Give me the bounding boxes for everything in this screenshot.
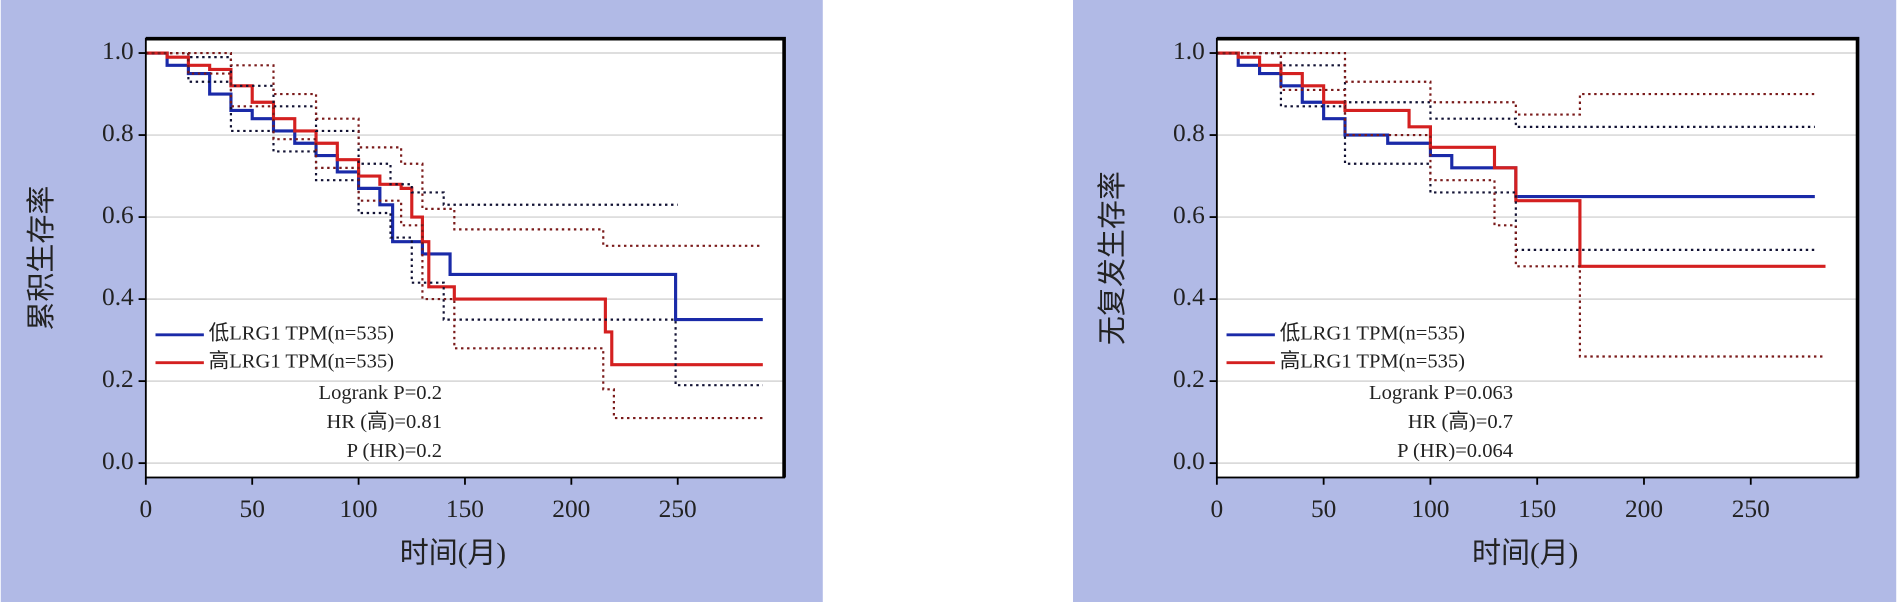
y-tick-label: 0.2 xyxy=(102,365,134,393)
annotation: HR (高)=0.81 xyxy=(327,410,442,433)
y-tick-label: 0.4 xyxy=(102,283,134,311)
y-tick-label: 0.4 xyxy=(1173,283,1205,311)
plot-area xyxy=(1216,38,1858,478)
y-tick-label: 0.2 xyxy=(1173,365,1205,393)
x-axis-label: 时间(月) xyxy=(400,537,506,570)
annotation: P (HR)=0.064 xyxy=(1397,440,1513,462)
x-tick-label: 100 xyxy=(340,495,378,523)
y-tick-label: 1.0 xyxy=(102,37,134,65)
y-tick-label: 0.8 xyxy=(1173,119,1205,147)
confidence-line xyxy=(145,51,763,420)
legend-label: 高LRG1 TPM(n=535) xyxy=(209,349,394,372)
x-tick-label: 50 xyxy=(240,495,265,523)
frame-shadow xyxy=(145,36,786,478)
legend-label: 高LRG1 TPM(n=535) xyxy=(1280,349,1465,372)
x-tick-label: 50 xyxy=(1311,495,1336,523)
x-tick-label: 250 xyxy=(659,495,697,523)
y-tick-label: 0.6 xyxy=(102,201,134,229)
survival-line xyxy=(145,51,763,367)
y-tick-label: 0.6 xyxy=(1173,201,1205,229)
y-tick-label: 0.0 xyxy=(1173,447,1205,475)
annotation: HR (高)=0.7 xyxy=(1408,410,1513,433)
y-tick-label: 0.8 xyxy=(102,119,134,147)
x-axis-label: 时间(月) xyxy=(1472,537,1578,570)
x-tick-label: 150 xyxy=(1518,495,1556,523)
annotation: Logrank P=0.063 xyxy=(1369,382,1513,404)
y-axis-label: 无复发生存率 xyxy=(1096,171,1129,345)
plot-area xyxy=(145,38,785,478)
x-tick-label: 100 xyxy=(1411,495,1449,523)
confidence-line xyxy=(1216,51,1815,116)
confidence-line xyxy=(1216,51,1815,128)
x-tick-label: 200 xyxy=(1625,495,1663,523)
y-tick-label: 0.0 xyxy=(102,447,134,475)
y-tick-label: 1.0 xyxy=(1173,37,1205,65)
survival-line xyxy=(1216,51,1826,268)
legend-label: 低LRG1 TPM(n=535) xyxy=(209,322,394,345)
annotation: Logrank P=0.2 xyxy=(319,382,442,404)
x-tick-label: 250 xyxy=(1732,495,1770,523)
legend-label: 低LRG1 TPM(n=535) xyxy=(1280,322,1465,345)
x-tick-label: 150 xyxy=(446,495,484,523)
y-axis-label: 累积生存率 xyxy=(25,186,58,331)
x-tick-label: 0 xyxy=(1211,495,1224,523)
confidence-line xyxy=(145,51,763,247)
annotation: P (HR)=0.2 xyxy=(347,440,442,462)
x-tick-label: 200 xyxy=(552,495,590,523)
x-tick-label: 0 xyxy=(139,495,152,523)
frame-shadow xyxy=(1216,36,1860,478)
